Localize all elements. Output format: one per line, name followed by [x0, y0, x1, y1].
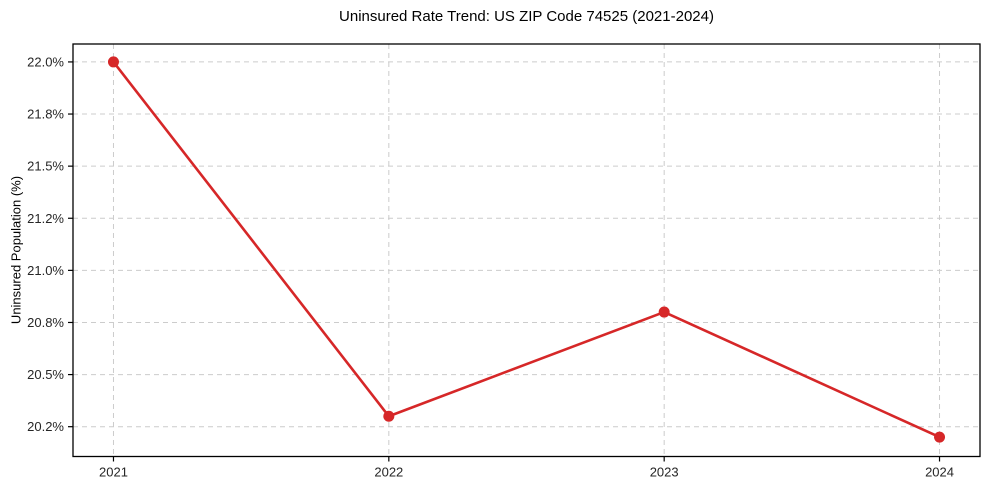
y-tick-label: 20.8%	[27, 315, 64, 330]
trend-line	[112, 60, 941, 439]
y-tick-label: 20.2%	[27, 419, 64, 434]
data-point-marker	[107, 56, 119, 68]
x-tick-label: 2021	[99, 465, 128, 480]
chart-title: Uninsured Rate Trend: US ZIP Code 74525 …	[339, 8, 714, 25]
x-tick-label: 2024	[925, 465, 954, 480]
x-tick-label: 2023	[650, 465, 679, 480]
data-point-marker	[658, 306, 670, 318]
y-tick-label: 21.0%	[27, 263, 64, 278]
data-point-marker	[934, 431, 946, 443]
y-tick-label: 21.8%	[27, 107, 64, 122]
y-tick-label: 21.2%	[27, 211, 64, 226]
x-tick-label: 2022	[374, 465, 403, 480]
data-point-marker	[383, 410, 395, 422]
y-tick-label: 21.5%	[27, 159, 64, 174]
axes-frame	[72, 43, 981, 458]
y-tick-label: 20.5%	[27, 367, 64, 382]
y-tick-label: 22.0%	[27, 54, 64, 69]
